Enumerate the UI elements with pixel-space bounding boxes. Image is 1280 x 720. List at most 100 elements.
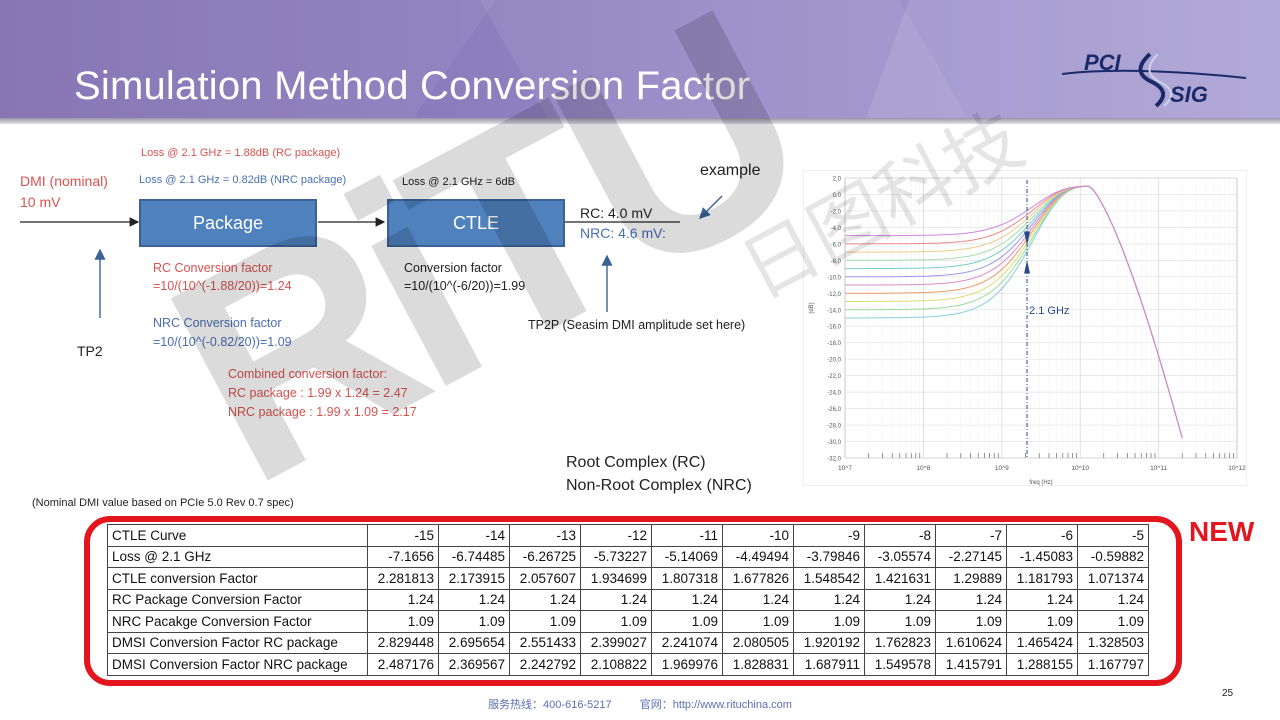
table-cell: 1.465424 bbox=[1006, 631, 1078, 654]
table-cell: 1.09 bbox=[509, 610, 581, 633]
table-row: NRC Pacakge Conversion Factor 1.09 1.09 1.0… bbox=[107, 610, 1149, 633]
logo-text: SIG bbox=[1170, 82, 1208, 107]
ctle-box: CTLE bbox=[387, 199, 565, 247]
table-cell: -5 bbox=[1077, 524, 1149, 547]
loss-rc-note: Loss @ 2.1 GHz = 1.88dB (RC package) bbox=[141, 147, 341, 159]
table-cell: -6.26725 bbox=[509, 545, 581, 568]
y-tick-label: -28,0 bbox=[827, 424, 841, 430]
table-cell: -3.79846 bbox=[793, 545, 865, 568]
loss-nrc-note: Loss @ 2.1 GHz = 0.82dB (NRC package) bbox=[139, 174, 347, 186]
table-cell: 1.09 bbox=[651, 610, 723, 633]
ctle-cf-title: Conversion factor bbox=[404, 261, 502, 275]
table-cell: -6 bbox=[1006, 524, 1078, 547]
header-divider bbox=[0, 118, 1280, 124]
table-cell: 2.695654 bbox=[438, 631, 510, 654]
table-cell: 2.057607 bbox=[509, 567, 581, 590]
table-cell: 1.24 bbox=[935, 588, 1007, 611]
new-badge: NEW bbox=[1189, 516, 1255, 547]
table-cell: 1.181793 bbox=[1006, 567, 1078, 590]
table-cell: 2.551433 bbox=[509, 631, 581, 654]
x-tick-label: 10^10 bbox=[1071, 465, 1089, 472]
table-cell: 2.242792 bbox=[509, 653, 581, 676]
table-cell: 1.09 bbox=[367, 610, 439, 633]
y-tick-label: -22,0 bbox=[827, 374, 841, 380]
rc-result: RC: 4.0 mV bbox=[580, 205, 653, 221]
table-cell: -1.45083 bbox=[1006, 545, 1078, 568]
table-cell: 1.24 bbox=[509, 588, 581, 611]
table-row: RC Package Conversion Factor 1.24 1.24 1.24… bbox=[107, 588, 1149, 611]
row-label: Loss @ 2.1 GHz bbox=[107, 545, 368, 568]
table-cell: 1.288155 bbox=[1006, 653, 1078, 676]
dmi-label: DMI (nominal) bbox=[20, 173, 108, 189]
x-tick-label: 10^12 bbox=[1228, 465, 1246, 472]
table-cell: -12 bbox=[580, 524, 652, 547]
y-tick-label: -12,0 bbox=[827, 292, 841, 298]
table-cell: -8 bbox=[864, 524, 936, 547]
nrc-legend: Non-Root Complex (NRC) bbox=[566, 477, 752, 494]
x-tick-label: 10^9 bbox=[995, 465, 1009, 472]
table-cell: 1.762823 bbox=[864, 631, 936, 654]
ctle-curve bbox=[845, 185, 1183, 439]
table-cell: -5.14069 bbox=[651, 545, 723, 568]
table-cell: 1.09 bbox=[793, 610, 865, 633]
table-cell: 1.549578 bbox=[864, 653, 936, 676]
footnote: (Nominal DMI value based on PCIe 5.0 Rev… bbox=[32, 497, 294, 509]
y-tick-label: -2,0 bbox=[831, 209, 842, 215]
rc-cf-title: RC Conversion factor bbox=[153, 261, 273, 275]
y-axis-label: (dB) bbox=[809, 302, 815, 313]
table-cell: -9 bbox=[793, 524, 865, 547]
table-cell: 1.09 bbox=[935, 610, 1007, 633]
example-arrow bbox=[699, 195, 723, 219]
table-row: CTLE Curve -15 -14 -13 -12 -11 -10 -9 -8 -7 -6 -5 bbox=[107, 524, 1149, 547]
marker-label: 2.1 GHz bbox=[1029, 305, 1069, 317]
tp2-label: TP2 bbox=[77, 343, 103, 359]
ctle-cf-formula: =10/(10^(-6/20))=1.99 bbox=[404, 279, 526, 293]
marker-arrow-down bbox=[1024, 231, 1031, 246]
table-cell: 1.09 bbox=[864, 610, 936, 633]
y-tick-label: -26,0 bbox=[827, 407, 841, 413]
table-cell: -4.49494 bbox=[722, 545, 794, 568]
table-cell: 1.09 bbox=[722, 610, 794, 633]
combined-rc: RC package : 1.99 x 1.24 = 2.47 bbox=[228, 386, 408, 400]
nrc-cf-title: NRC Conversion factor bbox=[153, 316, 282, 330]
table-cell: 1.828831 bbox=[722, 653, 794, 676]
y-tick-label: -18,0 bbox=[827, 341, 841, 347]
table-cell: -3.05574 bbox=[864, 545, 936, 568]
rc-cf-formula: =10/(10^(-1.88/20))=1.24 bbox=[153, 279, 292, 293]
table-cell: -0.59882 bbox=[1077, 545, 1149, 568]
table-cell: -14 bbox=[438, 524, 510, 547]
x-axis-label: freq (Hz) bbox=[1029, 480, 1052, 486]
x-tick-label: 10^7 bbox=[838, 465, 852, 472]
marker-arrow-up bbox=[1024, 260, 1031, 274]
table-cell: 1.071374 bbox=[1077, 567, 1149, 590]
table-cell: 1.24 bbox=[793, 588, 865, 611]
conversion-factor-table: CTLE Curve -15 -14 -13 -12 -11 -10 -9 -8 -7 -6 -5 Lo… bbox=[107, 524, 1149, 676]
table-cell: -6.74485 bbox=[438, 545, 510, 568]
table-cell: -15 bbox=[367, 524, 439, 547]
tp2p-label: TP2P (Seasim DMI amplitude set here) bbox=[528, 318, 746, 332]
combined-title: Combined conversion factor: bbox=[228, 367, 388, 381]
row-label: CTLE Curve bbox=[107, 524, 368, 547]
y-tick-label: -20,0 bbox=[827, 358, 841, 364]
logo-text: PCI bbox=[1084, 50, 1122, 75]
y-tick-label: -16,0 bbox=[827, 325, 841, 331]
table-cell: 1.09 bbox=[580, 610, 652, 633]
y-tick-label: -6,0 bbox=[831, 242, 842, 248]
table-cell: 2.369567 bbox=[438, 653, 510, 676]
table-cell: -10 bbox=[722, 524, 794, 547]
row-label: DMSI Conversion Factor NRC package bbox=[107, 653, 368, 676]
table-cell: 1.24 bbox=[651, 588, 723, 611]
rc-legend: Root Complex (RC) bbox=[566, 454, 706, 471]
combined-nrc: NRC package : 1.99 x 1.09 = 2.17 bbox=[228, 405, 417, 419]
table-cell: 1.09 bbox=[1006, 610, 1078, 633]
table-cell: 1.24 bbox=[580, 588, 652, 611]
y-tick-label: -10,0 bbox=[827, 275, 841, 281]
y-tick-label: -24,0 bbox=[827, 391, 841, 397]
table-cell: 1.24 bbox=[1006, 588, 1078, 611]
table-cell: 2.080505 bbox=[722, 631, 794, 654]
table-cell: 1.24 bbox=[864, 588, 936, 611]
footer-website-link[interactable]: 官网：http://www.rituchina.com bbox=[639, 699, 792, 711]
table-cell: -7.1656 bbox=[367, 545, 439, 568]
table-cell: 2.487176 bbox=[367, 653, 439, 676]
